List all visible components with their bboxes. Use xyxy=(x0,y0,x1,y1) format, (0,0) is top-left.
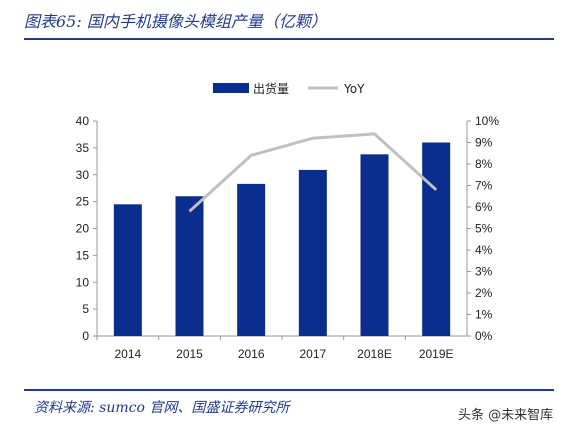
y-tick-label-right: 8% xyxy=(475,157,493,171)
x-tick-label: 2017 xyxy=(299,347,326,361)
title-rule xyxy=(24,38,554,40)
legend-swatch-bar xyxy=(213,83,249,93)
y-tick-label-right: 1% xyxy=(475,308,493,322)
bar xyxy=(422,142,451,336)
y-tick-label-right: 0% xyxy=(475,329,493,343)
legend-label-line: YoY xyxy=(343,82,365,96)
source-rule xyxy=(24,389,554,391)
y-tick-label-left: 5 xyxy=(82,302,89,316)
y-tick-label-right: 4% xyxy=(475,243,493,257)
x-tick-label: 2014 xyxy=(114,347,141,361)
y-tick-label-left: 30 xyxy=(76,168,90,182)
y-tick-label-right: 5% xyxy=(475,222,493,236)
chart-title: 图表65: 国内手机摄像头模组产量（亿颗） xyxy=(24,12,327,31)
y-tick-label-left: 15 xyxy=(76,248,90,262)
y-tick-label-left: 40 xyxy=(76,114,90,128)
y-tick-label-right: 3% xyxy=(475,265,493,279)
y-tick-label-right: 7% xyxy=(475,179,493,193)
yoy-line xyxy=(188,132,438,213)
legend-label-bar: 出货量 xyxy=(253,81,289,96)
bar xyxy=(298,169,327,336)
y-tick-label-left: 20 xyxy=(76,222,90,236)
y-tick-label-right: 6% xyxy=(475,200,493,214)
y-tick-label-left: 35 xyxy=(76,141,90,155)
y-tick-label-right: 10% xyxy=(475,114,499,128)
x-tick-label: 2019E xyxy=(419,347,454,361)
y-tick-label-right: 2% xyxy=(475,286,493,300)
bar xyxy=(360,154,389,336)
source-note: 资料来源: sumco 官网、国盛证券研究所 xyxy=(34,400,290,416)
x-tick-label: 2016 xyxy=(238,347,265,361)
chart-legend: 出货量 YoY xyxy=(213,81,365,96)
bar xyxy=(237,183,266,336)
bar xyxy=(175,196,204,336)
y-tick-label-left: 25 xyxy=(76,195,90,209)
y-tick-label-left: 0 xyxy=(82,329,89,343)
x-tick-label: 2018E xyxy=(357,347,392,361)
x-tick-label: 2015 xyxy=(176,347,203,361)
watermark: 头条 @未来智库 xyxy=(458,408,554,423)
y-tick-label-left: 10 xyxy=(76,275,90,289)
y-tick-label-right: 9% xyxy=(475,136,493,150)
bar xyxy=(113,204,142,336)
